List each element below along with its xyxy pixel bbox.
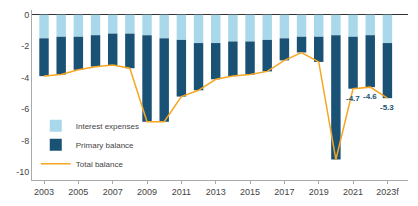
svg-text:2017: 2017 xyxy=(274,187,294,197)
svg-text:Primary balance: Primary balance xyxy=(76,141,134,150)
svg-text:2005: 2005 xyxy=(68,187,88,197)
svg-text:2011: 2011 xyxy=(172,187,191,197)
svg-text:2019: 2019 xyxy=(309,187,329,197)
svg-text:-2: -2 xyxy=(21,41,29,51)
svg-text:2023f: 2023f xyxy=(376,187,399,197)
svg-text:2009: 2009 xyxy=(137,187,157,197)
svg-text:-4: -4 xyxy=(21,73,29,83)
svg-text:-6: -6 xyxy=(21,104,29,114)
svg-text:Interest expenses: Interest expenses xyxy=(76,122,139,131)
svg-text:-5.3: -5.3 xyxy=(380,103,394,112)
svg-text:-10: -10 xyxy=(16,167,29,177)
svg-text:2013: 2013 xyxy=(206,187,226,197)
svg-text:Total balance: Total balance xyxy=(76,160,124,169)
svg-text:2021: 2021 xyxy=(343,187,363,197)
svg-text:2007: 2007 xyxy=(103,187,123,197)
svg-text:2015: 2015 xyxy=(240,187,260,197)
svg-text:2003: 2003 xyxy=(34,187,54,197)
svg-text:0: 0 xyxy=(24,10,29,20)
svg-text:-4.6: -4.6 xyxy=(363,92,377,101)
svg-text:-8: -8 xyxy=(21,136,29,146)
svg-text:-4.7: -4.7 xyxy=(346,94,360,103)
